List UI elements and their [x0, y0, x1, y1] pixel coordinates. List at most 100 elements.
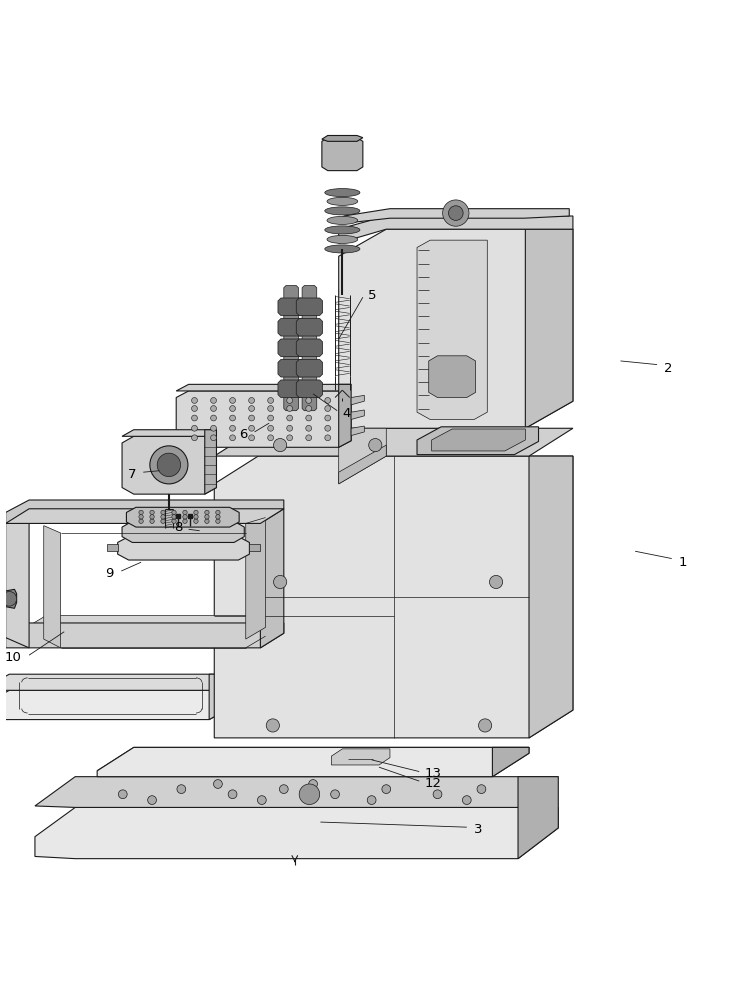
- Polygon shape: [338, 216, 573, 243]
- Circle shape: [139, 515, 143, 519]
- Text: 6: 6: [239, 428, 248, 441]
- Circle shape: [139, 519, 143, 523]
- Circle shape: [191, 406, 197, 411]
- Circle shape: [230, 398, 236, 403]
- Circle shape: [279, 785, 288, 794]
- Circle shape: [150, 446, 188, 484]
- Circle shape: [157, 453, 180, 477]
- Polygon shape: [176, 391, 351, 447]
- Polygon shape: [429, 356, 476, 398]
- Circle shape: [191, 398, 197, 403]
- Circle shape: [139, 510, 143, 515]
- Circle shape: [118, 790, 127, 799]
- Circle shape: [2, 591, 17, 606]
- Circle shape: [443, 200, 469, 226]
- Polygon shape: [6, 500, 284, 523]
- Circle shape: [273, 439, 287, 452]
- Circle shape: [273, 575, 287, 589]
- Polygon shape: [205, 430, 217, 494]
- Circle shape: [268, 415, 273, 421]
- Text: 1: 1: [679, 556, 687, 569]
- Text: 13: 13: [424, 767, 441, 780]
- Polygon shape: [296, 380, 323, 398]
- Polygon shape: [278, 380, 304, 398]
- Circle shape: [477, 785, 486, 794]
- Polygon shape: [209, 674, 239, 720]
- Circle shape: [248, 406, 254, 411]
- Polygon shape: [529, 456, 573, 738]
- Circle shape: [433, 790, 442, 799]
- Circle shape: [211, 435, 217, 441]
- Ellipse shape: [327, 235, 358, 243]
- Polygon shape: [296, 318, 323, 336]
- Circle shape: [205, 510, 209, 515]
- Polygon shape: [97, 747, 529, 771]
- Polygon shape: [284, 286, 299, 411]
- Text: 10: 10: [5, 651, 21, 664]
- Circle shape: [191, 435, 197, 441]
- Polygon shape: [302, 286, 317, 411]
- Ellipse shape: [325, 189, 360, 197]
- Ellipse shape: [327, 197, 358, 205]
- Circle shape: [171, 519, 176, 523]
- Polygon shape: [344, 209, 569, 223]
- Circle shape: [230, 406, 236, 411]
- Circle shape: [287, 425, 293, 431]
- Polygon shape: [338, 428, 386, 484]
- Circle shape: [177, 785, 185, 794]
- Circle shape: [211, 406, 217, 411]
- Circle shape: [194, 519, 198, 523]
- Circle shape: [150, 519, 154, 523]
- Polygon shape: [432, 429, 525, 451]
- Text: 3: 3: [474, 823, 483, 836]
- Circle shape: [216, 510, 220, 515]
- Polygon shape: [331, 749, 390, 765]
- Polygon shape: [118, 537, 249, 560]
- Circle shape: [325, 435, 330, 441]
- Circle shape: [325, 406, 330, 411]
- Polygon shape: [351, 426, 364, 436]
- Polygon shape: [6, 512, 29, 648]
- Circle shape: [306, 435, 312, 441]
- Circle shape: [183, 519, 187, 523]
- Polygon shape: [518, 777, 558, 859]
- Circle shape: [489, 575, 503, 589]
- Circle shape: [228, 790, 237, 799]
- Circle shape: [161, 519, 166, 523]
- Polygon shape: [338, 445, 386, 484]
- Circle shape: [230, 425, 236, 431]
- Polygon shape: [35, 777, 558, 807]
- Circle shape: [194, 515, 198, 519]
- Circle shape: [171, 510, 176, 515]
- Polygon shape: [278, 318, 304, 336]
- Circle shape: [230, 415, 236, 421]
- Circle shape: [266, 719, 279, 732]
- Circle shape: [191, 425, 197, 431]
- Circle shape: [449, 206, 463, 220]
- Text: 7: 7: [127, 468, 136, 481]
- Circle shape: [287, 398, 293, 403]
- Polygon shape: [278, 339, 304, 357]
- Circle shape: [248, 415, 254, 421]
- Polygon shape: [296, 359, 323, 377]
- Circle shape: [478, 719, 491, 732]
- Circle shape: [306, 425, 312, 431]
- Circle shape: [150, 510, 154, 515]
- Text: 9: 9: [106, 567, 114, 580]
- Circle shape: [211, 425, 217, 431]
- Ellipse shape: [325, 226, 360, 234]
- Polygon shape: [35, 807, 558, 859]
- Circle shape: [211, 398, 217, 403]
- Polygon shape: [296, 339, 323, 357]
- Polygon shape: [351, 395, 364, 405]
- Circle shape: [211, 415, 217, 421]
- Polygon shape: [44, 526, 61, 648]
- Ellipse shape: [325, 207, 360, 215]
- Circle shape: [325, 425, 330, 431]
- Circle shape: [257, 796, 266, 804]
- Circle shape: [268, 398, 273, 403]
- Polygon shape: [296, 298, 323, 316]
- Polygon shape: [322, 135, 363, 141]
- Text: 5: 5: [368, 289, 376, 302]
- Circle shape: [194, 510, 198, 515]
